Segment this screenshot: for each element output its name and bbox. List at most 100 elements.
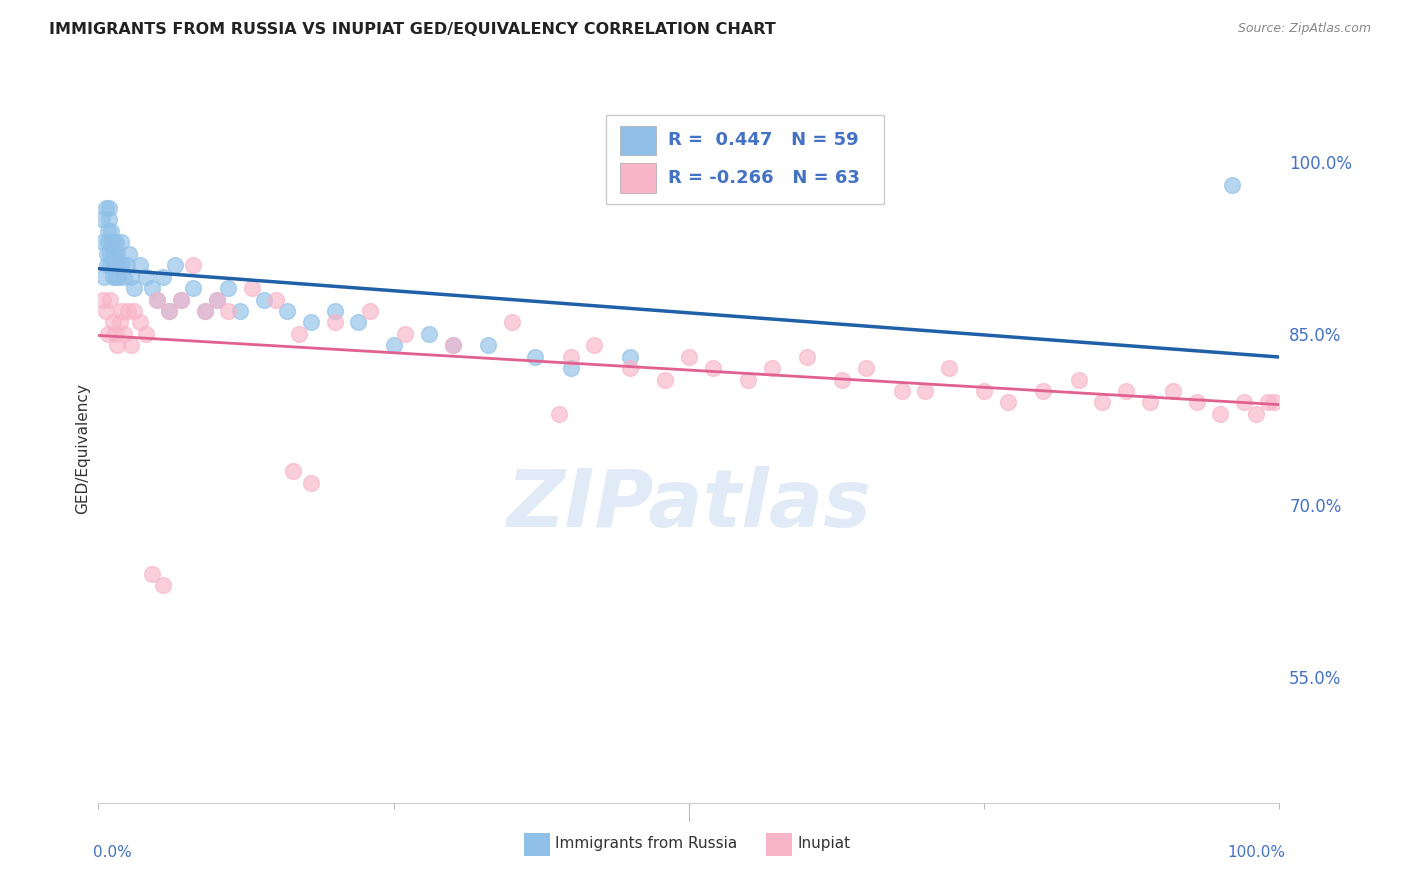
Point [101,315,124,329]
Bar [523,833,550,856]
Point [128,258,150,272]
Point [170,293,193,307]
Point [96,258,118,272]
Bar [766,833,792,856]
Point [105,269,128,284]
Bar [620,163,655,193]
Point [548,407,571,421]
Point [98,212,121,227]
Point [135,326,157,341]
Text: 100.0%: 100.0% [1227,846,1285,861]
Text: 0.0%: 0.0% [93,846,131,861]
Point [973,384,995,398]
Point [276,304,298,318]
Point [94,201,117,215]
Point [97,235,120,250]
Point [96,247,118,261]
Text: Source: ZipAtlas.com: Source: ZipAtlas.com [1237,22,1371,36]
Point [217,281,239,295]
Point [98,258,121,272]
Point [1220,178,1243,193]
Point [107,269,129,284]
Point [394,326,416,341]
Point [761,361,783,376]
Point [91,235,114,250]
Point [118,247,141,261]
Point [1091,395,1114,409]
Point [560,350,582,364]
Point [165,258,187,272]
Point [501,315,523,329]
Point [94,304,117,318]
Point [104,326,127,341]
Point [111,258,134,272]
Point [205,293,228,307]
Point [91,293,114,307]
Point [105,338,128,352]
Point [121,269,143,284]
Point [146,293,169,307]
Point [441,338,464,352]
Point [100,235,122,250]
Point [914,384,936,398]
Point [1185,395,1208,409]
Text: R =  0.447   N = 59: R = 0.447 N = 59 [668,131,858,150]
Point [121,338,143,352]
Point [152,269,174,284]
Point [108,315,131,329]
Point [103,235,125,250]
Point [105,247,128,261]
Point [152,578,174,592]
Point [217,304,239,318]
FancyBboxPatch shape [606,115,884,203]
Point [288,326,311,341]
Text: ZIPatlas: ZIPatlas [506,466,872,544]
Point [112,269,135,284]
Point [100,224,122,238]
Point [98,247,121,261]
Point [323,304,346,318]
Point [122,304,145,318]
Point [157,304,180,318]
Point [115,258,138,272]
Point [441,338,464,352]
Point [181,281,204,295]
Point [1161,384,1184,398]
Point [128,315,150,329]
Text: Inupiat: Inupiat [797,837,851,852]
Text: IMMIGRANTS FROM RUSSIA VS INUPIAT GED/EQUIVALENCY CORRELATION CHART: IMMIGRANTS FROM RUSSIA VS INUPIAT GED/EQ… [49,22,776,37]
Point [194,304,217,318]
Point [135,269,157,284]
Point [997,395,1019,409]
Point [170,293,193,307]
Point [702,361,724,376]
Point [110,235,132,250]
Point [122,281,145,295]
Point [583,338,606,352]
Point [253,293,276,307]
Point [855,361,877,376]
Point [1067,373,1090,387]
Point [347,315,370,329]
Point [654,373,676,387]
Point [477,338,499,352]
Point [1115,384,1137,398]
Point [1032,384,1054,398]
Point [108,258,131,272]
Point [831,373,853,387]
Point [98,293,121,307]
Point [101,247,124,261]
Point [382,338,405,352]
Point [796,350,818,364]
Point [117,304,139,318]
Point [105,235,128,250]
Point [91,212,114,227]
Point [98,201,121,215]
Point [560,361,582,376]
Point [737,373,759,387]
Point [1139,395,1161,409]
Point [111,304,134,318]
Point [264,293,287,307]
Point [205,293,228,307]
Point [1233,395,1256,409]
